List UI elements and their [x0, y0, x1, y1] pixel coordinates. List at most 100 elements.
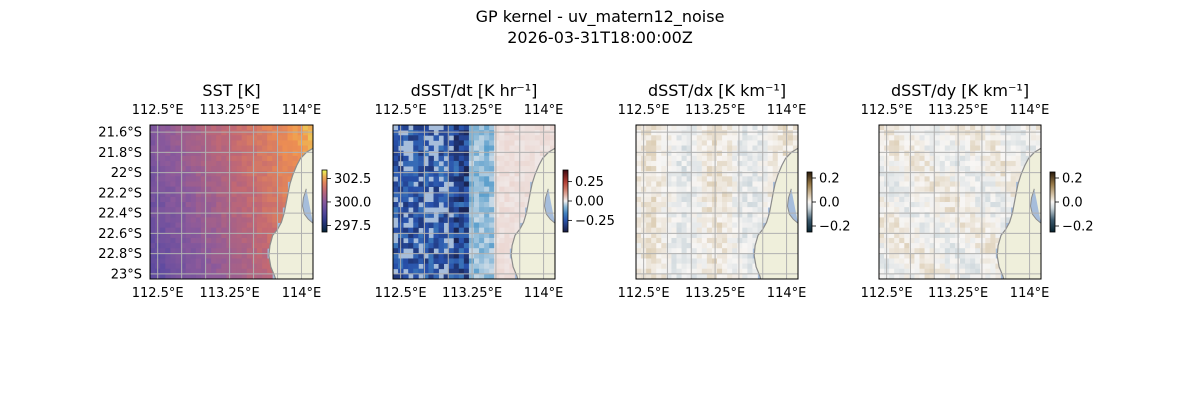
heatmap-cell — [646, 217, 652, 223]
heatmap-cell — [676, 125, 682, 131]
heatmap-cell — [474, 237, 480, 244]
heatmap-cell — [1000, 202, 1006, 208]
heatmap-cell — [443, 243, 450, 249]
heatmap-cell — [1030, 135, 1037, 141]
heatmap-cell — [428, 166, 434, 172]
heatmap-cell — [479, 217, 485, 223]
heatmap-cell — [990, 166, 996, 172]
heatmap-cell — [272, 160, 278, 167]
heatmap-cell — [722, 222, 728, 229]
heatmap-cell — [909, 207, 915, 213]
heatmap-cell — [287, 145, 294, 152]
heatmap-cell — [170, 176, 176, 182]
heatmap-cell — [267, 150, 273, 157]
heatmap-cell — [919, 150, 925, 157]
heatmap-cell — [1030, 140, 1037, 146]
heatmap-cell — [727, 181, 733, 187]
heatmap-cell — [696, 222, 703, 229]
heatmap-cell — [185, 150, 192, 157]
y-tick-label: 22.8°S — [98, 247, 142, 262]
heatmap-cell — [509, 176, 515, 182]
heatmap-cell — [534, 145, 541, 152]
heatmap-cell — [717, 248, 723, 254]
heatmap-cell — [200, 176, 207, 182]
heatmap-cell — [443, 191, 450, 198]
heatmap-cell — [413, 155, 419, 162]
heatmap-cell — [934, 243, 941, 249]
heatmap-cell — [185, 243, 192, 249]
heatmap-cell — [256, 125, 263, 131]
heatmap-cell — [737, 222, 743, 229]
heatmap-cell — [671, 150, 677, 157]
heatmap-cell — [752, 140, 758, 146]
heatmap-cell — [489, 196, 495, 203]
heatmap-cell — [717, 166, 723, 172]
heatmap-cell — [479, 191, 485, 198]
heatmap-cell — [241, 150, 248, 157]
heatmap-cell — [206, 171, 212, 177]
heatmap-cell — [256, 248, 263, 254]
heatmap-cell — [195, 232, 202, 239]
heatmap-cell — [246, 135, 253, 141]
heatmap-cell — [909, 268, 915, 275]
heatmap-cell — [165, 243, 171, 249]
heatmap-cell — [717, 130, 723, 136]
heatmap-cell — [216, 248, 222, 254]
heatmap-cell — [185, 155, 192, 162]
heatmap-cell — [995, 125, 1001, 131]
heatmap-cell — [691, 135, 698, 141]
heatmap-cell — [1000, 135, 1006, 141]
heatmap-cell — [889, 176, 895, 182]
heatmap-cell — [727, 268, 733, 275]
heatmap-cell — [262, 268, 268, 275]
heatmap-cell — [975, 212, 981, 218]
heatmap-cell — [277, 191, 283, 198]
heatmap-cell — [423, 258, 429, 264]
heatmap-cell — [722, 191, 728, 198]
heatmap-cell — [494, 140, 500, 146]
heatmap-cell — [438, 258, 445, 264]
heatmap-cell — [200, 135, 207, 141]
heatmap-cell — [1015, 140, 1022, 146]
heatmap-cell — [1025, 150, 1032, 157]
heatmap-cell — [722, 176, 728, 182]
heatmap-cell — [256, 150, 263, 157]
heatmap-cell — [241, 166, 248, 172]
heatmap-cell — [924, 237, 931, 244]
heatmap-cell — [256, 171, 263, 177]
heatmap-cell — [246, 258, 253, 264]
heatmap-cell — [975, 145, 981, 152]
heatmap-cell — [262, 171, 268, 177]
heatmap-cell — [914, 253, 920, 259]
heatmap-cell — [752, 263, 758, 270]
heatmap-cell — [636, 125, 642, 131]
heatmap-cell — [1000, 181, 1006, 187]
heatmap-cell — [965, 222, 971, 229]
heatmap-cell — [879, 176, 885, 182]
heatmap-cell — [636, 207, 642, 213]
heatmap-cell — [514, 160, 520, 167]
heatmap-cell — [636, 140, 642, 146]
heatmap-cell — [277, 150, 283, 157]
heatmap-cell — [666, 176, 672, 182]
heatmap-cell — [889, 217, 895, 223]
heatmap-cell — [221, 176, 227, 182]
heatmap-cell — [509, 202, 515, 208]
heatmap-cell — [272, 166, 278, 172]
heatmap-cell — [727, 171, 733, 177]
heatmap-cell — [170, 160, 176, 167]
heatmap-cell — [165, 125, 171, 131]
heatmap-cell — [267, 125, 273, 131]
heatmap-cell — [267, 207, 273, 213]
heatmap-cell — [646, 171, 652, 177]
heatmap-cell — [701, 130, 708, 136]
heatmap-cell — [879, 232, 885, 239]
heatmap-cell — [165, 258, 171, 264]
heatmap-cell — [681, 217, 688, 223]
heatmap-cell — [463, 217, 470, 223]
heatmap-cell — [762, 150, 769, 157]
heatmap-cell — [904, 212, 910, 218]
heatmap-cell — [408, 176, 414, 182]
heatmap-cell — [524, 166, 531, 172]
heatmap-cell — [241, 222, 248, 229]
